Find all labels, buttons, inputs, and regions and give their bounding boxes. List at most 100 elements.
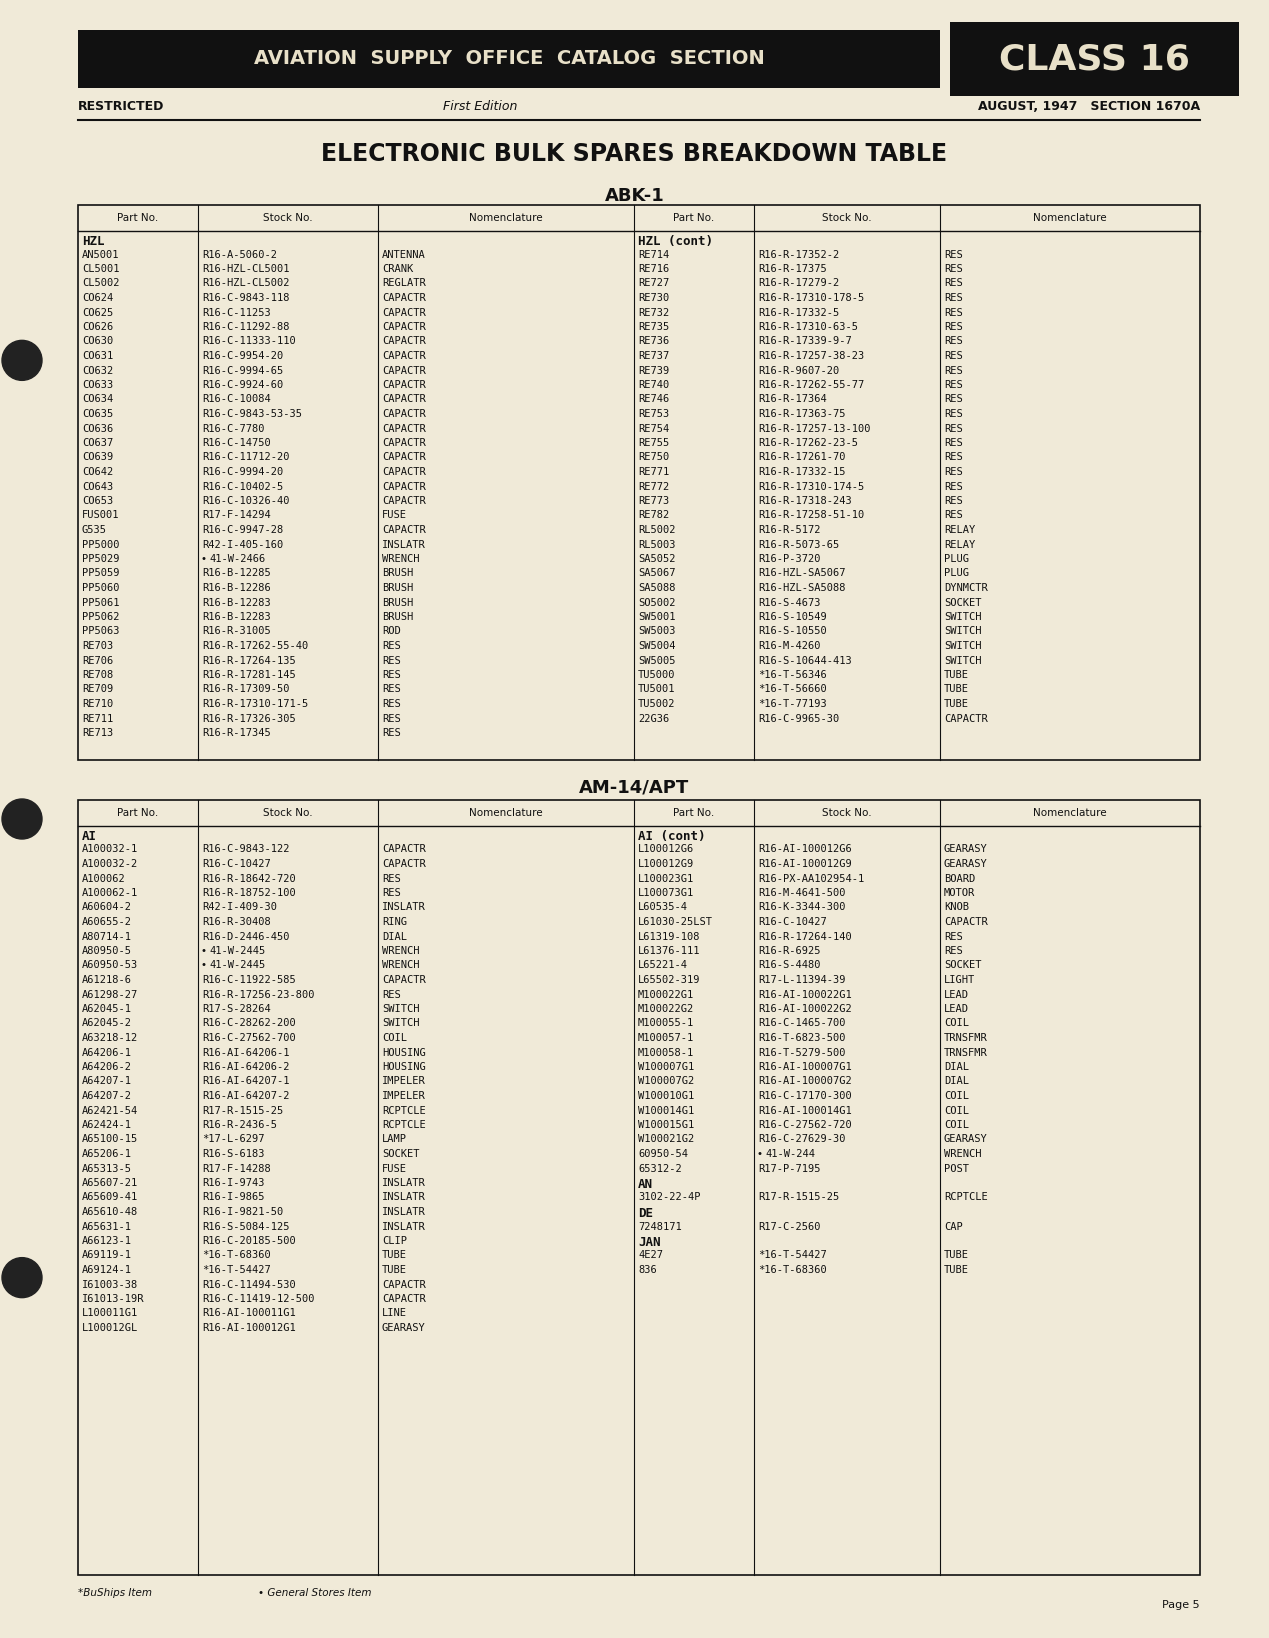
Text: A100062-1: A100062-1 [82,888,138,898]
Text: RE730: RE730 [638,293,669,303]
Text: A61218-6: A61218-6 [82,975,132,984]
Text: CAPACTR: CAPACTR [382,395,426,405]
Text: CO630: CO630 [82,336,113,347]
Text: L100012G9: L100012G9 [638,858,694,870]
Text: AN: AN [638,1178,654,1191]
Text: R16-R-17257-38-23: R16-R-17257-38-23 [758,351,864,360]
Text: TUBE: TUBE [944,699,970,709]
Text: R16-P-3720: R16-P-3720 [758,554,821,563]
Text: R16-C-9954-20: R16-C-9954-20 [202,351,283,360]
Text: A65313-5: A65313-5 [82,1163,132,1173]
Text: SWITCH: SWITCH [382,1019,420,1029]
Text: L100012GL: L100012GL [82,1324,138,1333]
Text: CAPACTR: CAPACTR [382,845,426,855]
Text: 41-W-2445: 41-W-2445 [209,960,265,970]
Text: R16-C-27562-720: R16-C-27562-720 [758,1120,851,1130]
Text: RE709: RE709 [82,685,113,695]
Text: TU5000: TU5000 [638,670,675,680]
Text: R16-K-3344-300: R16-K-3344-300 [758,903,845,912]
Text: FUSE: FUSE [382,511,407,521]
Text: R17-F-14288: R17-F-14288 [202,1163,270,1173]
Text: R17-C-2560: R17-C-2560 [758,1222,821,1232]
Text: •: • [201,554,206,563]
Text: R16-R-17310-171-5: R16-R-17310-171-5 [202,699,308,709]
Text: A69124-1: A69124-1 [82,1265,132,1274]
Text: RES: RES [944,932,963,942]
Text: DE: DE [638,1207,654,1220]
Text: CAPACTR: CAPACTR [382,424,426,434]
Text: M100022G1: M100022G1 [638,989,694,999]
Text: R16-S-10644-413: R16-S-10644-413 [758,655,851,665]
Text: ROD: ROD [382,626,401,637]
Text: Stock No.: Stock No. [263,213,313,223]
Text: PP5059: PP5059 [82,568,119,578]
Bar [950,21,1239,97]
Text: RCPTCLE: RCPTCLE [944,1192,987,1202]
Text: L61030-25LST: L61030-25LST [638,917,713,927]
Text: A100032-1: A100032-1 [82,845,138,855]
Text: TRNSFMR: TRNSFMR [944,1047,987,1058]
Text: FUSE: FUSE [382,1163,407,1173]
Bar [77,205,1200,760]
Text: RES: RES [382,640,401,650]
Text: RE713: RE713 [82,727,113,739]
Text: R16-C-10084: R16-C-10084 [202,395,270,405]
Text: CO633: CO633 [82,380,113,390]
Text: A60604-2: A60604-2 [82,903,132,912]
Text: First Edition: First Edition [443,100,518,113]
Text: R16-HZL-CL5002: R16-HZL-CL5002 [202,278,289,288]
Text: CO634: CO634 [82,395,113,405]
Text: A80950-5: A80950-5 [82,947,132,957]
Text: SO5002: SO5002 [638,598,675,608]
Text: R16-R-17310-63-5: R16-R-17310-63-5 [758,323,858,333]
Text: RES: RES [382,873,401,883]
Bar [77,29,940,88]
Text: RES: RES [944,365,963,375]
Text: R16-PX-AA102954-1: R16-PX-AA102954-1 [758,873,864,883]
Text: R16-R-17279-2: R16-R-17279-2 [758,278,839,288]
Text: L60535-4: L60535-4 [638,903,688,912]
Text: GEARASY: GEARASY [944,845,987,855]
Text: R17-L-11394-39: R17-L-11394-39 [758,975,845,984]
Text: RE714: RE714 [638,249,669,259]
Text: R16-C-9965-30: R16-C-9965-30 [758,714,839,724]
Text: R16-AI-100011G1: R16-AI-100011G1 [202,1309,296,1319]
Text: CAPACTR: CAPACTR [382,1294,426,1304]
Text: RES: RES [382,670,401,680]
Text: R16-HZL-SA5088: R16-HZL-SA5088 [758,583,845,593]
Text: GEARASY: GEARASY [382,1324,426,1333]
Text: A65631-1: A65631-1 [82,1222,132,1232]
Text: RE740: RE740 [638,380,669,390]
Text: R16-R-17326-305: R16-R-17326-305 [202,714,296,724]
Text: R16-C-27562-700: R16-C-27562-700 [202,1034,296,1043]
Text: R16-R-18752-100: R16-R-18752-100 [202,888,296,898]
Text: RES: RES [944,336,963,347]
Text: DIAL: DIAL [382,932,407,942]
Text: I61013-19R: I61013-19R [82,1294,145,1304]
Text: SWITCH: SWITCH [382,1004,420,1014]
Text: CAPACTR: CAPACTR [382,410,426,419]
Text: *16-T-56346: *16-T-56346 [758,670,826,680]
Text: LEAD: LEAD [944,989,970,999]
Text: R16-C-10427: R16-C-10427 [202,858,270,870]
Text: R16-I-9865: R16-I-9865 [202,1192,264,1202]
Text: R16-I-9743: R16-I-9743 [202,1178,264,1188]
Text: CO626: CO626 [82,323,113,333]
Text: RES: RES [944,496,963,506]
Text: RESTRICTED: RESTRICTED [77,100,165,113]
Text: L100011G1: L100011G1 [82,1309,138,1319]
Text: R16-C-14750: R16-C-14750 [202,437,270,449]
Text: R16-R-2436-5: R16-R-2436-5 [202,1120,277,1130]
Text: TUBE: TUBE [944,1265,970,1274]
Text: R16-R-17261-70: R16-R-17261-70 [758,452,845,462]
Text: CAPACTR: CAPACTR [382,1279,426,1289]
Text: R16-R-17262-55-40: R16-R-17262-55-40 [202,640,308,650]
Text: CL5002: CL5002 [82,278,119,288]
Text: A62421-54: A62421-54 [82,1106,138,1115]
Text: RES: RES [382,655,401,665]
Text: L61376-111: L61376-111 [638,947,700,957]
Text: LINE: LINE [382,1309,407,1319]
Text: A64207-2: A64207-2 [82,1091,132,1101]
Circle shape [3,1258,42,1297]
Circle shape [3,799,42,839]
